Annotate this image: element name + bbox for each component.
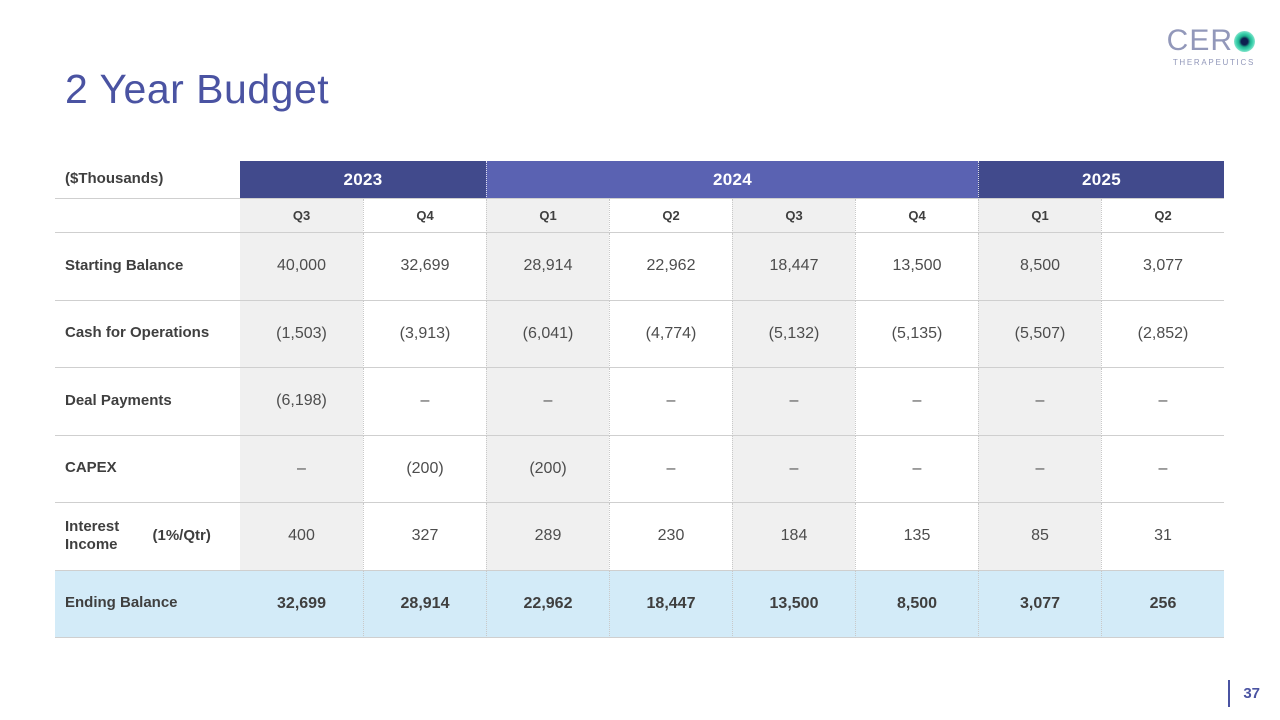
- value-cell: (5,132): [732, 300, 855, 368]
- budget-table: ($Thousands) 2023 2024 2025 Q3 Q4 Q1 Q2 Q3 Q4 Q1 Q2…: [55, 161, 1224, 638]
- value-cell: 28,914: [486, 233, 609, 301]
- value-cell: 18,447: [732, 233, 855, 301]
- value-cell: –: [1101, 435, 1224, 503]
- value-cell: (200): [363, 435, 486, 503]
- footer-divider: [1228, 680, 1231, 707]
- value-cell: 8,500: [855, 570, 978, 638]
- value-cell: –: [363, 368, 486, 436]
- value-cell: 18,447: [609, 570, 732, 638]
- logo-orb-icon: [1234, 30, 1255, 52]
- value-cell: (200): [486, 435, 609, 503]
- value-cell: (6,198): [240, 368, 363, 436]
- value-cell: –: [609, 435, 732, 503]
- value-cell: (2,852): [1101, 300, 1224, 368]
- quarter-header: Q4: [363, 199, 486, 233]
- quarter-row-spacer: [55, 199, 240, 233]
- value-cell: (6,041): [486, 300, 609, 368]
- units-label: ($Thousands): [55, 161, 240, 199]
- year-header-2024: 2024: [486, 161, 978, 199]
- value-cell: 85: [978, 503, 1101, 571]
- value-cell: 3,077: [978, 570, 1101, 638]
- value-cell: 400: [240, 503, 363, 571]
- value-cell: –: [609, 368, 732, 436]
- row-label: Interest Income (1%/Qtr): [55, 503, 240, 571]
- row-label: Starting Balance: [55, 233, 240, 301]
- value-cell: 135: [855, 503, 978, 571]
- row-label: Deal Payments: [55, 368, 240, 436]
- value-cell: –: [732, 435, 855, 503]
- value-cell: 13,500: [855, 233, 978, 301]
- company-logo: CER THERAPEUTICS: [1167, 26, 1255, 67]
- value-cell: –: [732, 368, 855, 436]
- value-cell: (5,507): [978, 300, 1101, 368]
- page-number: 37: [1243, 685, 1260, 702]
- value-cell: (4,774): [609, 300, 732, 368]
- value-cell: (5,135): [855, 300, 978, 368]
- logo-brand-text: CER: [1166, 24, 1233, 57]
- value-cell: 289: [486, 503, 609, 571]
- value-cell: –: [486, 368, 609, 436]
- quarter-header: Q2: [1101, 199, 1224, 233]
- value-cell: 8,500: [978, 233, 1101, 301]
- value-cell: 28,914: [363, 570, 486, 638]
- value-cell: 40,000: [240, 233, 363, 301]
- quarter-header: Q3: [240, 199, 363, 233]
- quarter-header: Q1: [486, 199, 609, 233]
- value-cell: –: [978, 435, 1101, 503]
- value-cell: 327: [363, 503, 486, 571]
- value-cell: 13,500: [732, 570, 855, 638]
- value-cell: 22,962: [486, 570, 609, 638]
- value-cell: (3,913): [363, 300, 486, 368]
- quarter-header: Q3: [732, 199, 855, 233]
- value-cell: –: [855, 435, 978, 503]
- value-cell: 32,699: [363, 233, 486, 301]
- value-cell: –: [1101, 368, 1224, 436]
- value-cell: 3,077: [1101, 233, 1224, 301]
- value-cell: 256: [1101, 570, 1224, 638]
- value-cell: –: [240, 435, 363, 503]
- value-cell: 31: [1101, 503, 1224, 571]
- quarter-header: Q2: [609, 199, 732, 233]
- value-cell: 230: [609, 503, 732, 571]
- logo-tagline: THERAPEUTICS: [1172, 58, 1255, 67]
- value-cell: –: [978, 368, 1101, 436]
- year-header-2023: 2023: [240, 161, 486, 199]
- value-cell: –: [855, 368, 978, 436]
- value-cell: 22,962: [609, 233, 732, 301]
- value-cell: 184: [732, 503, 855, 571]
- footer: 37: [1228, 680, 1260, 707]
- quarter-header: Q4: [855, 199, 978, 233]
- row-label: Ending Balance: [55, 570, 240, 638]
- quarter-header: Q1: [978, 199, 1101, 233]
- value-cell: (1,503): [240, 300, 363, 368]
- value-cell: 32,699: [240, 570, 363, 638]
- row-label: CAPEX: [55, 436, 240, 503]
- row-label: Cash for Operations: [55, 301, 240, 368]
- page-title: 2 Year Budget: [65, 66, 330, 112]
- year-header-2025: 2025: [978, 161, 1224, 199]
